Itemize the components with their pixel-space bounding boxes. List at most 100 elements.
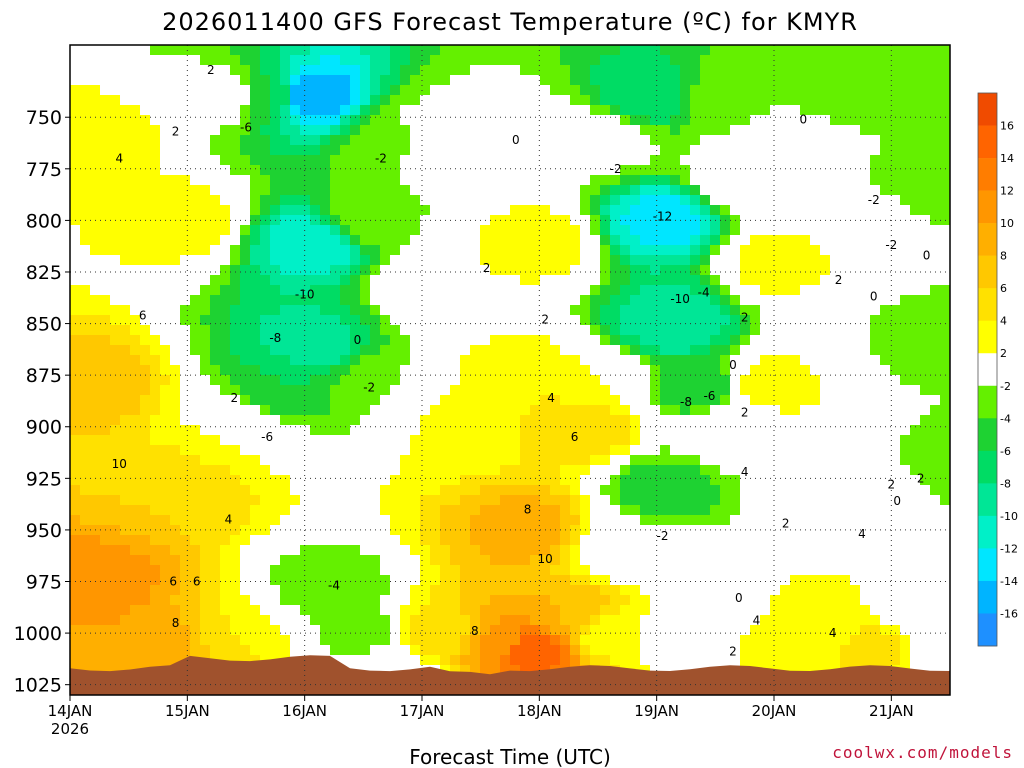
field-cell <box>130 415 141 426</box>
field-cell <box>780 495 791 506</box>
field-cell <box>470 75 481 86</box>
field-cell <box>430 465 441 476</box>
field-cell <box>480 205 491 216</box>
field-cell <box>130 265 141 276</box>
field-cell <box>900 185 911 196</box>
field-cell <box>790 585 801 596</box>
field-cell <box>340 295 351 306</box>
field-cell <box>710 115 721 126</box>
field-cell <box>750 495 761 506</box>
field-cell <box>390 165 401 176</box>
field-cell <box>180 175 191 186</box>
field-cell <box>740 565 751 576</box>
field-cell <box>230 355 241 366</box>
field-cell <box>240 425 251 436</box>
field-cell <box>210 495 221 506</box>
field-cell <box>670 425 681 436</box>
field-cell <box>610 405 621 416</box>
field-cell <box>80 195 91 206</box>
field-cell <box>920 95 931 106</box>
field-cell <box>280 365 291 376</box>
field-cell <box>440 335 451 346</box>
field-cell <box>100 175 111 186</box>
field-cell <box>530 145 541 156</box>
field-cell <box>550 275 561 286</box>
field-cell <box>590 225 601 236</box>
field-cell <box>780 65 791 76</box>
field-cell <box>280 205 291 216</box>
field-cell <box>830 345 841 356</box>
field-cell <box>190 345 201 356</box>
field-cell <box>630 495 641 506</box>
field-cell <box>870 425 881 436</box>
field-cell <box>690 155 701 166</box>
field-cell <box>170 165 181 176</box>
field-cell <box>940 345 950 356</box>
field-cell <box>270 85 281 96</box>
field-cell <box>90 445 101 456</box>
field-cell <box>410 515 421 526</box>
field-cell <box>650 345 661 356</box>
field-cell <box>270 355 281 366</box>
field-cell <box>230 155 241 166</box>
field-cell <box>790 555 801 566</box>
field-cell <box>520 85 531 96</box>
field-cell <box>540 355 551 366</box>
field-cell <box>890 585 901 596</box>
field-cell <box>180 425 191 436</box>
field-cell <box>100 485 111 496</box>
field-cell <box>120 55 131 66</box>
field-cell <box>110 165 121 176</box>
field-cell <box>380 375 391 386</box>
field-cell <box>270 535 281 546</box>
field-cell <box>580 95 591 106</box>
field-cell <box>920 515 931 526</box>
field-cell <box>730 65 741 76</box>
field-cell <box>940 85 950 96</box>
field-cell <box>920 105 931 116</box>
field-cell <box>350 305 361 316</box>
field-cell <box>280 555 291 566</box>
field-cell <box>290 75 301 86</box>
field-cell <box>200 185 211 196</box>
field-cell <box>190 65 201 76</box>
field-cell <box>160 265 171 276</box>
field-cell <box>940 295 950 306</box>
field-cell <box>740 395 751 406</box>
field-cell <box>460 485 471 496</box>
field-cell <box>780 555 791 566</box>
field-cell <box>650 435 661 446</box>
field-cell <box>170 65 181 76</box>
field-cell <box>260 125 271 136</box>
field-cell <box>830 285 841 296</box>
field-cell <box>180 185 191 196</box>
field-cell <box>120 485 131 496</box>
field-cell <box>70 405 81 416</box>
field-cell <box>710 345 721 356</box>
field-cell <box>850 535 861 546</box>
field-cell <box>160 575 171 586</box>
field-cell <box>790 125 801 136</box>
field-cell <box>490 235 501 246</box>
field-cell <box>180 485 191 496</box>
field-cell <box>880 285 891 296</box>
field-cell <box>600 515 611 526</box>
field-cell <box>370 115 381 126</box>
field-cell <box>720 75 731 86</box>
field-cell <box>630 265 641 276</box>
field-cell <box>380 155 391 166</box>
field-cell <box>180 455 191 466</box>
field-cell <box>580 415 591 426</box>
field-cell <box>240 265 251 276</box>
field-cell <box>470 575 481 586</box>
field-cell <box>340 75 351 86</box>
field-cell <box>240 335 251 346</box>
field-cell <box>260 245 271 256</box>
field-cell <box>650 265 661 276</box>
field-cell <box>650 55 661 66</box>
field-cell <box>370 235 381 246</box>
field-cell <box>810 165 821 176</box>
field-cell <box>850 415 861 426</box>
field-cell <box>690 175 701 186</box>
field-cell <box>140 395 151 406</box>
